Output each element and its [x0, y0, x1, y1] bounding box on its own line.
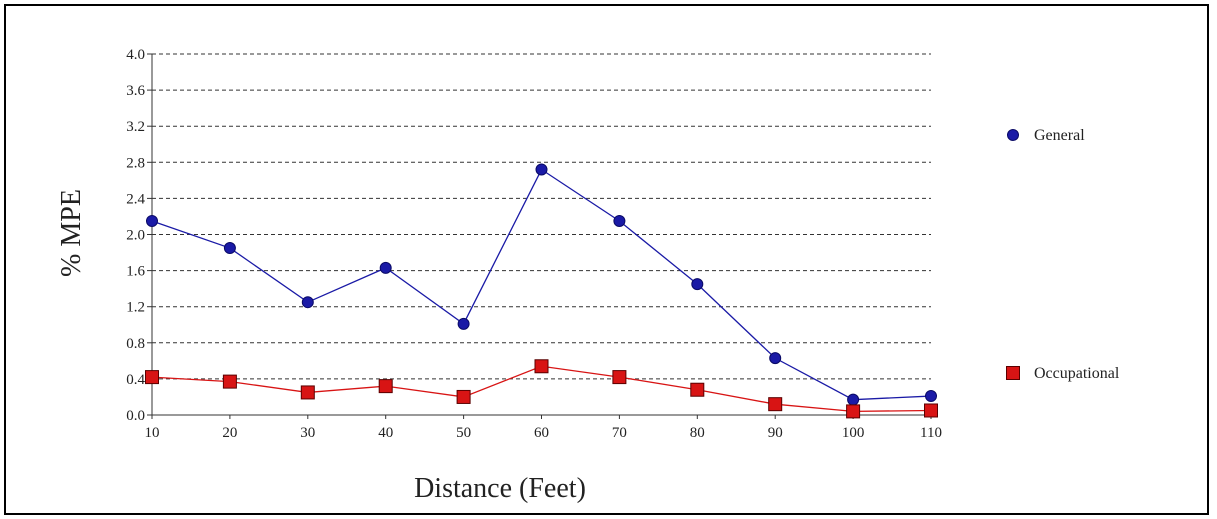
x-tick-labels: 10 20 30 40 50 60 70 80 90 100 110: [145, 425, 942, 441]
data-point-occupational: [534, 359, 549, 374]
data-point-general: [925, 390, 937, 403]
legend-label-general: General: [1034, 127, 1085, 144]
legend-label-occupational: Occupational: [1034, 365, 1120, 382]
gridlines: [152, 53, 931, 380]
y-tick-label: 1.6: [126, 264, 145, 280]
x-tick-label: 40: [378, 425, 393, 441]
data-point-occupational: [768, 397, 783, 412]
y-tick-label: 2.8: [126, 155, 145, 171]
data-point-general: [379, 261, 392, 274]
y-tick-label: 3.2: [126, 119, 145, 135]
axes: [147, 53, 932, 419]
data-point-general: [769, 352, 782, 365]
x-tick-label: 90: [768, 425, 783, 441]
x-tick-label: 20: [222, 425, 237, 441]
y-tick-label: 2.4: [126, 191, 145, 207]
data-point-general: [691, 278, 704, 291]
y-tick-label: 2.0: [126, 228, 145, 244]
y-tick-label: 3.6: [126, 83, 145, 99]
y-tick-label: 0.8: [126, 336, 145, 352]
data-point-occupational: [690, 382, 705, 397]
data-point-occupational: [222, 374, 237, 389]
y-tick-label: 0.0: [126, 408, 145, 424]
data-point-occupational: [145, 370, 159, 385]
data-point-general: [847, 393, 860, 406]
series: [145, 163, 938, 419]
data-point-general: [457, 317, 470, 330]
legend-marker-general: [1007, 129, 1019, 141]
y-tick-label: 1.2: [126, 300, 145, 316]
x-axis-title: Distance (Feet): [414, 473, 586, 504]
legend: General Occupational: [1006, 127, 1120, 382]
data-point-occupational: [456, 389, 471, 404]
y-axis-title: % MPE: [56, 189, 87, 277]
x-tick-label: 60: [534, 425, 549, 441]
y-tick-label: 0.4: [126, 372, 145, 388]
data-point-occupational: [378, 379, 393, 394]
data-point-general: [146, 214, 158, 227]
data-point-occupational: [846, 404, 861, 419]
legend-marker-occupational: [1006, 366, 1020, 380]
x-tick-label: 10: [145, 425, 160, 441]
data-point-general: [535, 163, 548, 176]
data-point-general: [223, 242, 236, 255]
x-tick-label: 80: [690, 425, 705, 441]
x-tick-label: 100: [842, 425, 865, 441]
x-tick-label: 30: [300, 425, 315, 441]
data-point-general: [613, 214, 626, 227]
data-point-occupational: [300, 385, 315, 400]
data-point-occupational: [612, 370, 627, 385]
data-point-general: [301, 296, 314, 309]
chart-frame: [4, 4, 1209, 515]
y-tick-labels: 0.0 0.4 0.8 1.2 1.6 2.0 2.4 2.8 3.2 3.6 4.0: [126, 47, 145, 424]
x-tick-label: 70: [612, 425, 627, 441]
y-tick-label: 4.0: [126, 47, 145, 63]
x-tick-label: 110: [920, 425, 942, 441]
data-point-occupational: [924, 403, 938, 418]
x-tick-label: 50: [456, 425, 471, 441]
